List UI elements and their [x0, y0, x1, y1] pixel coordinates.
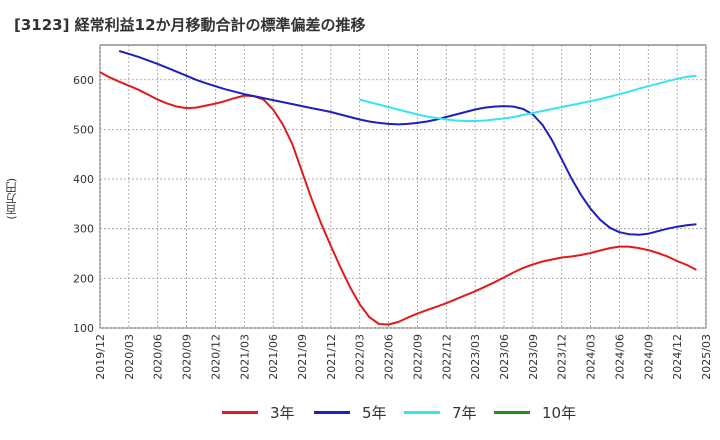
- legend-swatch-5y: [314, 411, 350, 414]
- x-tick-label: 2023/06: [498, 334, 511, 380]
- x-tick-label: 2020/12: [209, 334, 222, 380]
- x-tick-label: 2023/03: [469, 334, 482, 380]
- x-tick-label: 2022/06: [383, 334, 396, 380]
- x-tick-label: 2021/09: [296, 334, 309, 380]
- x-tick-label: 2023/12: [556, 334, 569, 380]
- x-tick-label: 2021/06: [267, 334, 280, 380]
- series-line-1: [99, 71, 697, 326]
- x-tick-label: 2025/03: [700, 334, 713, 380]
- legend-label-7y: 7年: [452, 404, 477, 422]
- y-tick-label: 200: [73, 272, 94, 285]
- x-tick-label: 2024/09: [642, 334, 655, 380]
- x-tick-label: 2024/12: [671, 334, 684, 380]
- y-tick-label: 300: [73, 223, 94, 236]
- x-tick-label: 2024/03: [585, 334, 598, 380]
- x-tick-label: 2021/12: [325, 334, 338, 380]
- y-tick-label: 600: [73, 74, 94, 87]
- x-tick-label: 2022/09: [411, 334, 424, 380]
- x-tick-label: 2022/03: [354, 334, 367, 380]
- legend-label-10y: 10年: [542, 404, 577, 422]
- y-tick-label: 100: [73, 322, 94, 335]
- chart-title: [3123] 経常利益12か月移動合計の標準偏差の推移: [14, 16, 366, 34]
- x-tick-label: 2024/06: [613, 334, 626, 380]
- x-tick-label: 2022/12: [440, 334, 453, 380]
- y-tick-label: 400: [73, 173, 94, 186]
- x-tick-label: 2019/12: [94, 334, 107, 380]
- legend-swatch-7y: [404, 411, 440, 414]
- x-tick-label: 2020/03: [123, 334, 136, 380]
- line-chart: 100 200 300 400 500 600 2019/12 2020/03 2020/06 2…: [73, 44, 713, 380]
- legend-swatch-3y: [222, 411, 258, 414]
- series-line-3: [359, 74, 697, 122]
- x-tick-label: 2020/06: [152, 334, 165, 380]
- legend: 3年 5年 7年 10年: [0, 402, 720, 428]
- y-tick-label: 500: [73, 123, 94, 136]
- legend-label-5y: 5年: [362, 404, 387, 422]
- legend-label-3y: 3年: [270, 404, 295, 422]
- series-line-2: [118, 50, 697, 236]
- x-tick-label: 2023/09: [527, 334, 540, 380]
- legend-swatch-10y: [494, 411, 530, 414]
- x-tick-label: 2020/09: [181, 334, 194, 380]
- legend-item-3y: 3年: [222, 402, 295, 423]
- legend-item-5y: 5年: [314, 402, 387, 423]
- plot-frame: [99, 44, 707, 329]
- legend-item-10y: 10年: [494, 402, 576, 423]
- legend-item-7y: 7年: [404, 402, 477, 423]
- x-tick-label: 2021/03: [238, 334, 251, 380]
